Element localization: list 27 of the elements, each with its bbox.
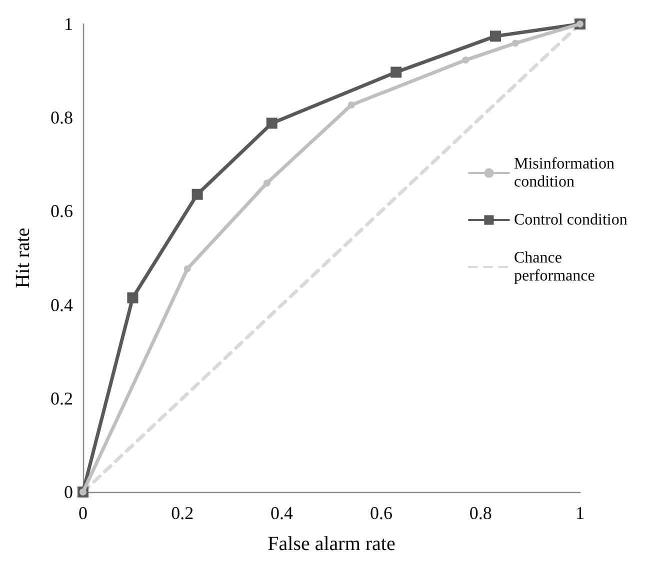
- point: [348, 101, 355, 108]
- point: [127, 292, 138, 304]
- legend-label: Control condition: [514, 212, 628, 228]
- y-tick-label: 0.8: [50, 108, 73, 128]
- y-tick-label: 0.2: [50, 388, 73, 408]
- x-tick-label: 0.2: [171, 503, 194, 523]
- legend-label: Chance performance: [514, 250, 595, 284]
- x-tick-label: 0.4: [270, 503, 294, 523]
- point: [263, 180, 270, 187]
- x-axis-title: False alarm rate: [268, 533, 396, 555]
- point: [512, 40, 519, 47]
- point: [192, 188, 203, 200]
- x-tick-label: 0.8: [469, 503, 492, 523]
- point: [462, 56, 470, 64]
- x-tick-label: 0.6: [370, 503, 392, 523]
- point: [390, 66, 402, 78]
- y-tick-label: 0.6: [50, 201, 73, 222]
- x-tick-label: 0: [78, 503, 88, 523]
- y-tick-label: 0: [64, 482, 73, 502]
- point: [490, 30, 502, 42]
- y-tick-label: 1: [64, 14, 73, 34]
- point: [184, 265, 191, 272]
- y-axis-title: Hit rate: [12, 228, 34, 288]
- y-tick-label: 0.4: [50, 294, 73, 315]
- legend-label: Misinformation condition: [514, 156, 618, 190]
- x-tick-label: 1: [576, 503, 584, 523]
- point: [266, 118, 278, 129]
